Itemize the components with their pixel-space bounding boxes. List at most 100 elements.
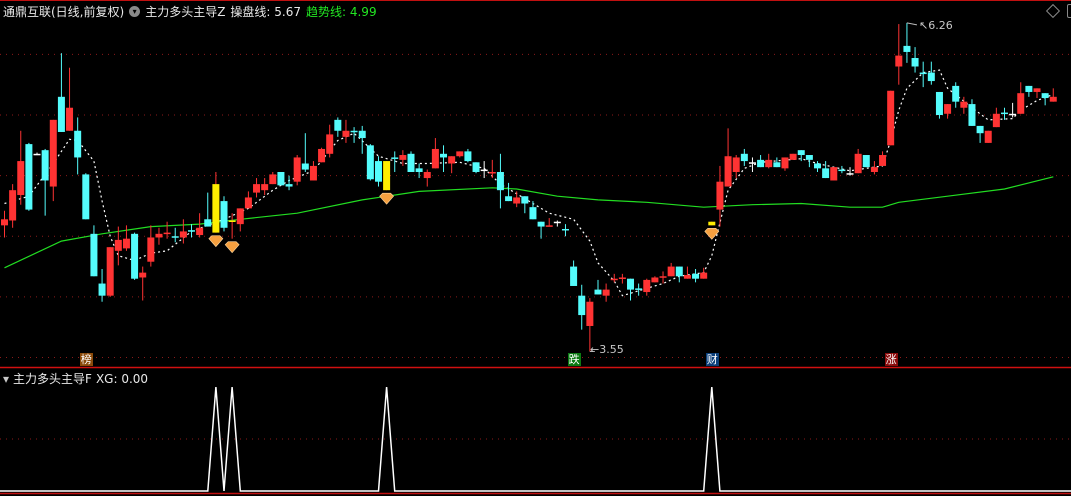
candle-body [472,162,480,172]
panel-toggle-icon[interactable] [1067,4,1071,18]
candle-body [667,266,675,277]
candle-body [903,45,911,52]
candle-body [98,283,106,296]
ma-line [4,69,1054,297]
candle-body [1009,113,1017,116]
candle-body [602,289,610,296]
candle-body [122,238,130,249]
candle-body [318,148,326,163]
candle-body [236,208,244,225]
candle-body [765,159,773,168]
candle-body [570,266,578,286]
trend-line [4,176,1054,269]
candle-body [187,230,195,232]
candle-body [748,162,756,164]
candle-body [846,173,854,175]
indicator-name: 主力多头主导Z [145,5,226,19]
candle-body [692,273,700,279]
candle-body [895,55,903,67]
candle-body [496,171,504,191]
candle-body [399,155,407,160]
candle-body [545,225,553,227]
candle-body [927,72,935,82]
sub-indicator-name: 主力多头主导F [13,372,92,386]
candle-body [659,276,667,278]
candle-body [789,153,797,160]
candle-body [578,295,586,316]
candle-body [830,167,838,181]
candle-body [529,207,537,220]
candle-body [277,171,285,186]
candle-body [326,134,334,154]
candle-body [716,181,724,210]
candle-body [854,153,862,174]
candle-body [992,113,1000,128]
candle-body [960,101,968,108]
candle-body [1049,96,1057,102]
candle-body [407,153,415,172]
candle-body [204,219,212,227]
candle-body [732,157,740,172]
diamond-signal-icon [379,192,395,205]
candle-body [643,279,651,293]
diamond-signal-icon [208,235,224,248]
candle-body [968,104,976,126]
candle-body [261,184,269,191]
xg-line [0,386,1071,492]
candle-body [683,275,691,279]
candle-body [553,221,561,224]
candle-body [635,288,643,290]
candle-body [537,221,545,227]
candle-body [74,130,82,158]
candle-body [49,119,57,187]
candle-body [163,232,171,235]
low-price-value: 3.55 [599,343,624,356]
event-marker[interactable]: 跌 [567,353,581,366]
high-pointer [906,22,918,26]
candle-body [334,119,342,131]
event-marker[interactable]: 榜 [79,353,93,366]
candle-body [196,227,204,236]
candle-body [155,233,163,238]
event-marker[interactable]: 涨 [884,353,898,366]
candle-body [1,219,8,226]
candle-body [757,159,765,168]
ma-line-value: 操盘线: 5.67 [230,5,301,19]
low-price-label: ←3.55 [590,343,624,356]
candle-body [350,130,358,133]
candle-body [301,163,309,170]
indicator-menu-icon[interactable]: ▾ [129,6,141,17]
candle-body [179,231,187,238]
candle-body [1033,88,1041,92]
candle-body [374,161,382,182]
candle-body [911,58,919,67]
candle-body [838,169,846,172]
candle-body [805,155,813,160]
candle-body [521,196,529,204]
candle-body [1017,93,1025,114]
candle-body [814,163,821,169]
event-marker[interactable]: 财 [705,353,719,366]
candle-body [618,277,626,279]
candle-body [309,165,317,181]
candle-body [773,162,781,168]
candle-body [293,157,301,182]
candle-body [423,171,431,179]
candle-body [90,233,98,277]
candle-body [700,272,708,279]
candle-body [358,130,366,139]
chart-header: 通鼎互联(日线,前复权) ▾ 主力多头主导Z 操盘线: 5.67 趋势线: 4.… [3,3,377,20]
candle-body [870,167,878,172]
candle-body [448,156,456,164]
candle-body [171,236,179,238]
candle-body [17,161,25,196]
candle-body [253,184,261,193]
xg-value: XG: 0.00 [95,371,149,386]
candle-body [464,151,472,162]
candle-body [594,289,602,295]
candle-body [740,153,748,162]
candle-body [561,228,569,231]
candle-body [440,153,448,158]
sub-indicator-menu-icon[interactable]: ▾ [3,371,10,386]
